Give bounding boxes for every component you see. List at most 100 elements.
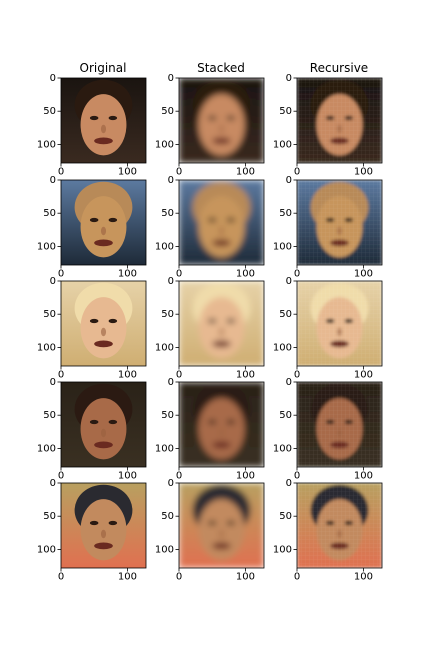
column-title-original: Original [80,61,127,75]
y-tick-label: 100 [37,544,56,555]
image-panel: 0 50 100 0 100 [37,478,147,582]
x-tick-label: 100 [354,369,373,380]
x-tick-label: 100 [354,571,373,582]
y-tick-label: 0 [286,377,292,388]
y-tick-label: 50 [43,106,56,117]
x-tick-label: 0 [58,369,64,380]
y-tick-label: 50 [43,410,56,421]
y-tick-label: 50 [161,106,174,117]
column-title-recursive: Recursive [310,61,368,75]
face-image [179,180,264,265]
face-image [61,281,146,366]
y-tick-label: 100 [37,443,56,454]
y-tick-label: 0 [50,276,56,287]
y-tick-label: 0 [168,478,174,489]
x-tick-label: 0 [58,571,64,582]
face-image [297,78,382,163]
x-tick-label: 0 [294,268,300,279]
x-tick-label: 0 [294,369,300,380]
y-tick-label: 50 [43,511,56,522]
y-tick-label: 100 [273,241,292,252]
y-tick-label: 100 [155,544,174,555]
x-tick-label: 100 [118,369,137,380]
image-panel: 0 50 100 0 100 [155,73,265,177]
face-image [179,78,264,163]
y-tick-label: 100 [155,241,174,252]
y-tick-label: 100 [273,443,292,454]
image-panel: 0 50 100 0 100 [273,73,383,177]
x-tick-label: 100 [236,571,255,582]
y-tick-label: 0 [286,276,292,287]
x-tick-label: 0 [58,268,64,279]
image-panel: 0 50 100 0 100 [155,276,265,380]
y-tick-label: 50 [279,410,292,421]
y-tick-label: 100 [273,139,292,150]
axes-frame [178,381,265,468]
image-panel: 0 50 100 0 100 [155,175,265,279]
x-tick-label: 100 [236,369,255,380]
image-panel: 0 50 100 0 100 [155,377,265,481]
y-tick-label: 0 [168,377,174,388]
y-tick-label: 50 [161,511,174,522]
axes-frame [60,179,147,266]
y-tick-label: 0 [50,377,56,388]
y-tick-label: 100 [273,544,292,555]
y-tick-label: 50 [279,309,292,320]
face-image [297,483,382,568]
y-tick-label: 100 [155,342,174,353]
image-panel: 0 50 100 0 100 [37,175,147,279]
image-panel: 0 50 100 0 100 [273,377,383,481]
y-tick-label: 100 [37,139,56,150]
y-tick-label: 0 [50,478,56,489]
face-image [297,281,382,366]
panel-grid: 0 50 100 0 100 0 50 100 0 100 0 50 100 0 100 0 50 100 0 100… [37,73,383,582]
image-panel: 0 50 100 0 100 [37,73,147,177]
y-tick-label: 0 [168,276,174,287]
axes-frame [60,381,147,468]
face-image [179,382,264,467]
y-tick-label: 50 [279,511,292,522]
y-tick-label: 100 [273,342,292,353]
x-tick-label: 100 [236,470,255,481]
x-tick-label: 0 [294,470,300,481]
image-panel: 0 50 100 0 100 [273,478,383,582]
x-tick-label: 0 [58,166,64,177]
x-tick-label: 0 [176,268,182,279]
y-tick-label: 50 [43,208,56,219]
face-image [61,483,146,568]
y-tick-label: 0 [50,175,56,186]
y-tick-label: 50 [279,106,292,117]
y-tick-label: 50 [279,208,292,219]
image-panel: 0 50 100 0 100 [37,377,147,481]
x-tick-label: 100 [354,268,373,279]
y-tick-label: 100 [37,342,56,353]
x-tick-label: 100 [118,470,137,481]
x-tick-label: 0 [294,166,300,177]
y-tick-label: 50 [161,208,174,219]
image-panel: 0 50 100 0 100 [273,175,383,279]
x-tick-label: 0 [176,470,182,481]
axes-frame [296,179,383,266]
image-panel: 0 50 100 0 100 [37,276,147,380]
axes-frame [296,482,383,569]
face-image [179,483,264,568]
y-tick-label: 100 [155,139,174,150]
axes-frame [296,381,383,468]
image-panel: 0 50 100 0 100 [155,478,265,582]
x-tick-label: 0 [176,571,182,582]
x-tick-label: 100 [236,268,255,279]
face-image [297,180,382,265]
face-image [297,382,382,467]
x-tick-label: 100 [118,571,137,582]
x-tick-label: 0 [176,369,182,380]
y-tick-label: 0 [286,73,292,84]
y-tick-label: 50 [161,410,174,421]
axes-frame [60,482,147,569]
face-image [61,78,146,163]
y-tick-label: 50 [43,309,56,320]
x-tick-label: 100 [118,268,137,279]
axes-frame [60,280,147,367]
x-tick-label: 100 [354,470,373,481]
axes-frame [178,482,265,569]
x-tick-label: 0 [58,470,64,481]
